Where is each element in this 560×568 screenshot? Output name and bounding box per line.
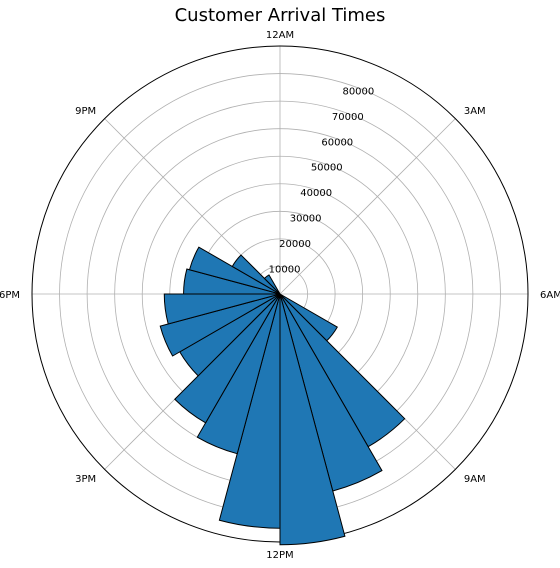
angle-tick-label-2: 6AM — [540, 290, 560, 301]
angle-tick-label-1: 3AM — [464, 106, 486, 117]
radial-tick-label-6: 70000 — [332, 112, 364, 123]
radial-tick-label-3: 40000 — [300, 188, 332, 199]
bar-series — [159, 246, 406, 546]
radial-tick-label-1: 20000 — [279, 239, 311, 250]
angle-tick-label-6: 6PM — [0, 290, 20, 301]
angle-tick-labels: 12AM 3AM 6AM 9AM 12PM 3PM 6PM 9PM — [0, 30, 560, 561]
bar-17 — [163, 293, 281, 325]
bar-13 — [196, 293, 281, 455]
chart-title: Customer Arrival Times — [175, 5, 386, 26]
radial-tick-label-5: 60000 — [321, 137, 353, 148]
radial-tick-label-2: 30000 — [290, 214, 322, 225]
bar-21 — [263, 274, 281, 295]
angle-tick-label-5: 3PM — [75, 474, 96, 485]
radial-tick-label-7: 80000 — [342, 86, 374, 97]
bar-12 — [218, 293, 281, 529]
radial-tick-label-0: 10000 — [269, 265, 301, 276]
radial-tick-labels: 10000 20000 30000 40000 50000 60000 70000 80000 — [269, 86, 375, 275]
angle-tick-label-3: 9AM — [464, 474, 486, 485]
bar-11 — [279, 293, 346, 546]
bar-20 — [231, 254, 281, 295]
radial-tick-label-4: 50000 — [311, 163, 343, 174]
angular-gridline-1 — [279, 118, 456, 295]
angle-tick-label-7: 9PM — [75, 106, 96, 117]
bar-14 — [174, 293, 281, 424]
bar-16 — [159, 293, 281, 357]
bar-19 — [188, 246, 281, 295]
angle-tick-label-4: 12PM — [266, 550, 293, 561]
angle-tick-label-0: 12AM — [266, 30, 294, 41]
